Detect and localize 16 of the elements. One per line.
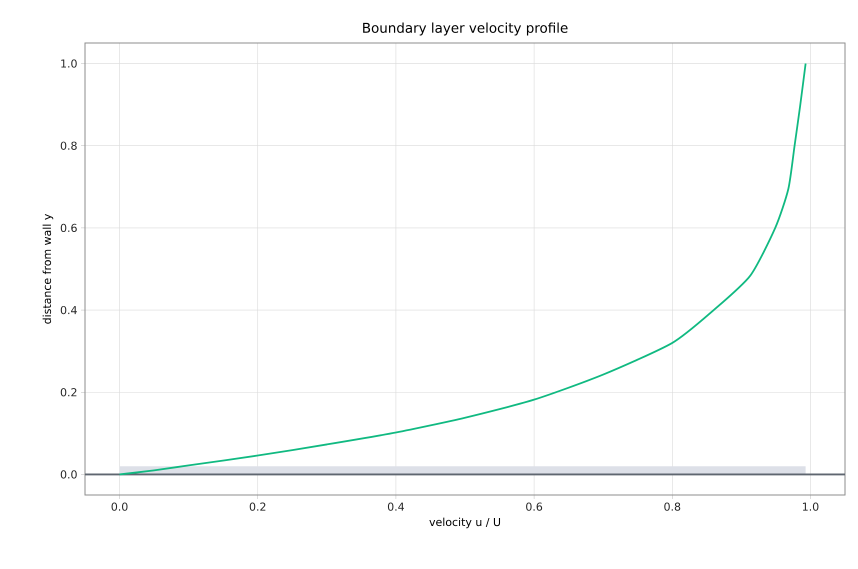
x-tick-label: 0.2 — [250, 502, 266, 511]
chart-title: Boundary layer velocity profile — [363, 22, 568, 36]
x-tick-label: 0.6 — [526, 502, 542, 511]
y-axis-title: distance from wall y — [42, 214, 54, 324]
x-tick-label: 0.8 — [664, 502, 680, 511]
y-tick-label: 0.8 — [60, 142, 77, 150]
x-tick-label: 1.0 — [802, 502, 818, 511]
x-tick-label: 0.0 — [112, 502, 128, 511]
y-tick-label: 0.6 — [60, 224, 77, 232]
y-tick-label: 0.4 — [60, 306, 77, 314]
y-tick-label: 1.0 — [61, 59, 77, 68]
x-axis-title: velocity u / U — [429, 518, 500, 528]
line-series — [118, 62, 807, 476]
y-tick-label: 0.0 — [60, 470, 77, 479]
x-tick-label: 0.4 — [388, 502, 404, 511]
y-tick-label: 0.2 — [60, 388, 76, 396]
